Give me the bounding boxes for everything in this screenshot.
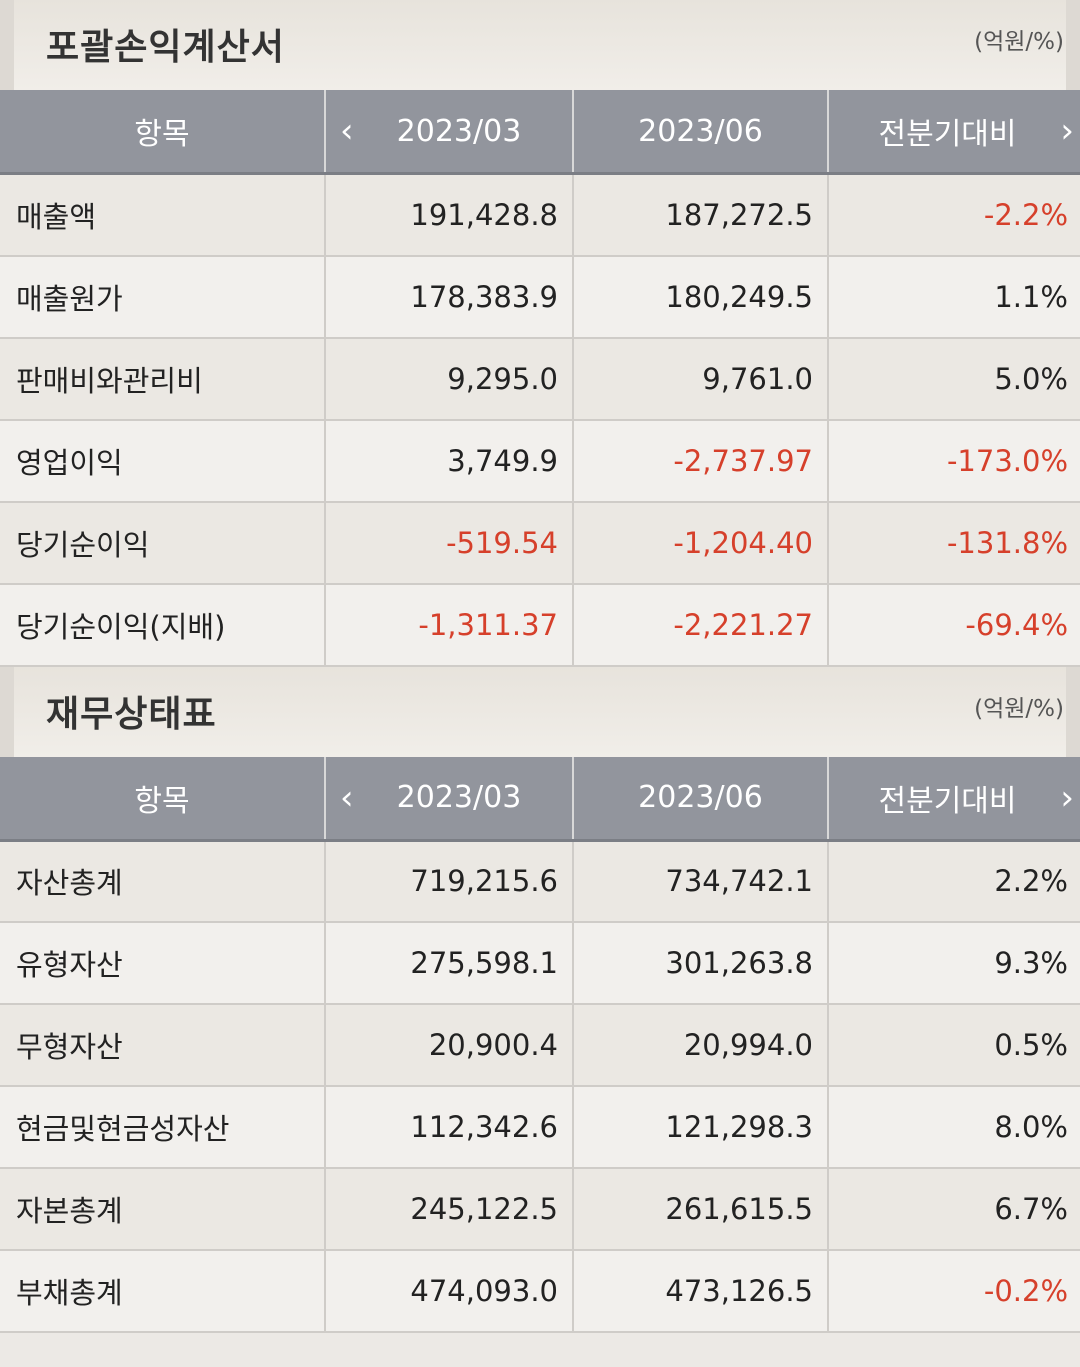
value-period1: 275,598.1 [325, 922, 574, 1005]
row-label: 무형자산 [0, 1004, 326, 1087]
row-label: 당기순이익(지배) [0, 583, 326, 667]
value-period2: 301,263.8 [573, 922, 829, 1005]
value-period1: 20,900.4 [325, 1004, 574, 1087]
value-change: 5.0% [828, 337, 1080, 421]
income-statement-unit: (억원/%) [974, 29, 1064, 55]
value-period1: -519.54 [325, 501, 574, 585]
chevron-left-icon[interactable]: ‹ [340, 111, 354, 151]
table-row: 자본총계 245,122.5 261,615.5 6.7% [0, 1168, 1080, 1251]
column-header-item: 항목 [0, 90, 326, 175]
table-row: 당기순이익(지배) -1,311.37 -2,221.27 -69.4% [0, 583, 1080, 667]
value-period2: 261,615.5 [573, 1168, 829, 1251]
value-period1: 178,383.9 [325, 255, 574, 339]
column-header-compare: 전분기대비 › [828, 90, 1080, 175]
value-period2: 20,994.0 [573, 1004, 829, 1087]
value-period1: 3,749.9 [325, 419, 574, 503]
row-label: 영업이익 [0, 419, 326, 503]
value-change: 2.2% [828, 840, 1080, 923]
value-period2: -2,737.97 [573, 419, 829, 503]
row-label: 판매비와관리비 [0, 337, 326, 421]
value-period1: 112,342.6 [325, 1086, 574, 1169]
value-change: -131.8% [828, 501, 1080, 585]
value-change: 8.0% [828, 1086, 1080, 1169]
income-statement-body: 매출액 191,428.8 187,272.5 -2.2% 매출원가 178,383.9 1… [0, 173, 1080, 667]
balance-sheet-unit: (억원/%) [974, 695, 1064, 722]
row-label: 매출원가 [0, 255, 326, 339]
value-period2: 473,126.5 [573, 1250, 829, 1333]
value-period2: -2,221.27 [573, 583, 829, 667]
chevron-right-icon[interactable]: › [1060, 777, 1074, 818]
row-label: 당기순이익 [0, 501, 326, 585]
balance-sheet-header: 재무상태표 (억원/%) [0, 666, 1080, 757]
balance-sheet-title: 재무상태표 [46, 693, 217, 735]
value-change: 6.7% [828, 1168, 1080, 1251]
table-row: 무형자산 20,900.4 20,994.0 0.5% [0, 1004, 1080, 1087]
value-period2: 9,761.0 [573, 337, 829, 421]
table-row: 영업이익 3,749.9 -2,737.97 -173.0% [0, 419, 1080, 503]
table-header-row: 항목 ‹ 2023/03 2023/06 전분기대비 › [0, 90, 1080, 175]
row-label: 자본총계 [0, 1168, 326, 1251]
table-row: 매출원가 178,383.9 180,249.5 1.1% [0, 255, 1080, 339]
row-label: 매출액 [0, 173, 326, 257]
balance-sheet-table: 항목 ‹ 2023/03 2023/06 전분기대비 › 자산총계 719,215… [0, 756, 1080, 1333]
column-header-period1: ‹ 2023/03 [325, 90, 574, 175]
income-statement-title: 포괄손익계산서 [46, 27, 285, 68]
value-change: 9.3% [828, 922, 1080, 1005]
value-period2: 121,298.3 [573, 1086, 829, 1169]
table-row: 판매비와관리비 9,295.0 9,761.0 5.0% [0, 337, 1080, 421]
table-row: 매출액 191,428.8 187,272.5 -2.2% [0, 173, 1080, 257]
table-row: 당기순이익 -519.54 -1,204.40 -131.8% [0, 501, 1080, 585]
value-period1: -1,311.37 [325, 583, 574, 667]
value-period2: 734,742.1 [573, 840, 829, 923]
value-period1: 9,295.0 [325, 337, 574, 421]
value-period2: -1,204.40 [573, 501, 829, 585]
row-label: 부채총계 [0, 1250, 326, 1333]
value-period1: 719,215.6 [325, 840, 574, 923]
row-label: 현금및현금성자산 [0, 1086, 326, 1169]
column-header-item: 항목 [0, 756, 326, 842]
value-change: -173.0% [828, 419, 1080, 503]
row-label: 유형자산 [0, 922, 326, 1005]
chevron-right-icon[interactable]: › [1060, 111, 1074, 151]
table-row: 현금및현금성자산 112,342.6 121,298.3 8.0% [0, 1086, 1080, 1169]
income-statement-header: 포괄손익계산서 (억원/%) [0, 0, 1080, 90]
column-header-period1: ‹ 2023/03 [325, 756, 574, 842]
table-header-row: 항목 ‹ 2023/03 2023/06 전분기대비 › [0, 756, 1080, 842]
value-period1: 474,093.0 [325, 1250, 574, 1333]
value-change: 1.1% [828, 255, 1080, 339]
balance-sheet-body: 자산총계 719,215.6 734,742.1 2.2% 유형자산 275,598.1 3… [0, 840, 1080, 1333]
value-period1: 245,122.5 [325, 1168, 574, 1251]
column-header-compare: 전분기대비 › [828, 756, 1080, 842]
value-period1: 191,428.8 [325, 173, 574, 257]
chevron-left-icon[interactable]: ‹ [340, 777, 354, 818]
value-change: 0.5% [828, 1004, 1080, 1087]
column-header-period2: 2023/06 [573, 756, 829, 842]
value-period2: 187,272.5 [573, 173, 829, 257]
row-label: 자산총계 [0, 840, 326, 923]
table-row: 자산총계 719,215.6 734,742.1 2.2% [0, 840, 1080, 923]
value-change: -2.2% [828, 173, 1080, 257]
value-change: -0.2% [828, 1250, 1080, 1333]
value-period2: 180,249.5 [573, 255, 829, 339]
value-change: -69.4% [828, 583, 1080, 667]
table-row: 부채총계 474,093.0 473,126.5 -0.2% [0, 1250, 1080, 1333]
column-header-period2: 2023/06 [573, 90, 829, 175]
income-statement-table: 항목 ‹ 2023/03 2023/06 전분기대비 › 매출액 191,428.… [0, 90, 1080, 667]
table-row: 유형자산 275,598.1 301,263.8 9.3% [0, 922, 1080, 1005]
